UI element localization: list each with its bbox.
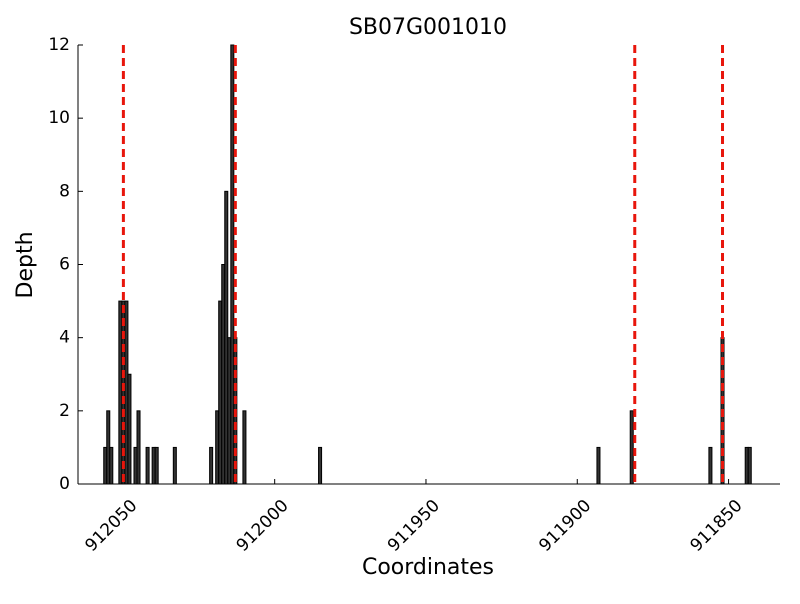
y-tick-label: 0 xyxy=(59,474,70,494)
x-tick-label: 911950 xyxy=(384,496,444,556)
bar xyxy=(109,446,114,485)
bar xyxy=(708,446,713,485)
chart-title: SB07G001010 xyxy=(349,15,507,40)
bar xyxy=(209,446,214,485)
bar xyxy=(154,446,159,485)
y-tick-label: 8 xyxy=(59,181,70,201)
y-tick-label: 4 xyxy=(59,328,70,348)
x-tick-label: 912000 xyxy=(233,496,293,556)
bar xyxy=(318,446,323,485)
bar xyxy=(145,446,150,485)
y-tick-label: 2 xyxy=(59,401,70,421)
bar xyxy=(596,446,601,485)
y-tick-label: 6 xyxy=(59,255,70,275)
x-tick-label: 912050 xyxy=(81,496,141,556)
bar xyxy=(172,446,177,485)
y-tick-label: 10 xyxy=(48,108,70,128)
y-axis-label: Depth xyxy=(13,231,38,298)
x-tick-label: 911850 xyxy=(687,496,747,556)
bar xyxy=(629,410,634,485)
y-tick-label: 12 xyxy=(48,35,70,55)
bar xyxy=(136,410,141,485)
bar xyxy=(747,446,752,485)
x-axis-label: Coordinates xyxy=(362,555,494,580)
x-tick-label: 911900 xyxy=(535,496,595,556)
bar xyxy=(127,373,132,485)
bar xyxy=(242,410,247,485)
